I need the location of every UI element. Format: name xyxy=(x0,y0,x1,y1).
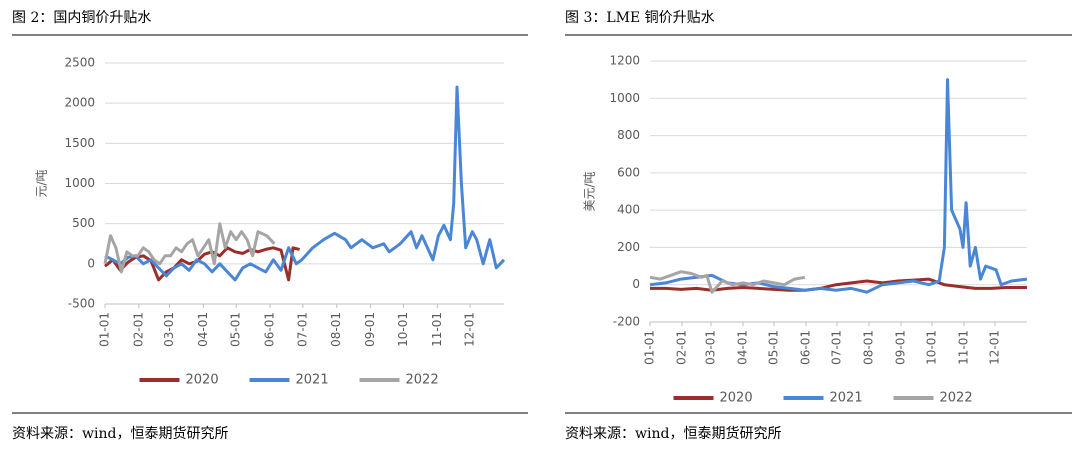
y-tick-label: 600 xyxy=(617,165,640,179)
legend-label: 2021 xyxy=(830,391,863,406)
y-axis-label: 元/吨 xyxy=(35,169,49,197)
x-tick-label: 08-01 xyxy=(329,312,343,347)
y-tick-label: 200 xyxy=(617,240,640,254)
legend-label: 2020 xyxy=(720,391,753,406)
legend-label: 2021 xyxy=(296,373,329,388)
x-tick-label: 04-01 xyxy=(735,330,749,365)
source: 资料来源：wind，恒泰期货研究所 xyxy=(565,425,781,442)
x-tick-label: 05-01 xyxy=(766,330,780,365)
y-tick-label: 2500 xyxy=(64,56,95,70)
x-tick-label: 03-01 xyxy=(162,312,176,347)
source: 资料来源：wind，恒泰期货研究所 xyxy=(12,425,228,442)
x-tick-label: 07-01 xyxy=(829,330,843,365)
x-tick-label: 06-01 xyxy=(263,312,277,347)
y-tick-label: 500 xyxy=(72,216,95,230)
series-line xyxy=(103,222,276,274)
y-tick-label: 1000 xyxy=(609,91,640,105)
x-tick-label: 12-01 xyxy=(463,312,477,347)
legend-label: 2022 xyxy=(940,391,973,406)
y-tick-label: 2000 xyxy=(64,96,95,110)
x-tick-label: 09-01 xyxy=(893,330,907,365)
x-tick-label: 09-01 xyxy=(363,312,377,347)
y-tick-label: -200 xyxy=(613,315,640,329)
x-tick-label: 11-01 xyxy=(430,312,444,347)
series-line xyxy=(649,78,1028,294)
legend-label: 2022 xyxy=(406,373,439,388)
x-tick-label: 01-01 xyxy=(98,312,112,347)
y-tick-label: -500 xyxy=(68,297,95,311)
x-tick-label: 04-01 xyxy=(196,312,210,347)
x-tick-label: 10-01 xyxy=(924,330,938,365)
x-tick-label: 11-01 xyxy=(956,330,970,365)
chart-title: 图 2：国内铜价升贴水 xyxy=(12,10,151,26)
x-tick-label: 06-01 xyxy=(798,330,812,365)
x-tick-label: 02-01 xyxy=(675,330,689,365)
y-tick-label: 0 xyxy=(632,277,640,291)
chart-title: 图 3：LME 铜价升贴水 xyxy=(565,10,715,26)
x-tick-label: 07-01 xyxy=(295,312,309,347)
x-tick-label: 12-01 xyxy=(987,330,1001,365)
y-tick-label: 1500 xyxy=(64,136,95,150)
y-tick-label: 1200 xyxy=(609,54,640,68)
series-line xyxy=(649,270,806,294)
series-line xyxy=(104,85,506,282)
y-tick-label: 400 xyxy=(617,203,640,217)
x-tick-label: 08-01 xyxy=(861,330,875,365)
x-tick-label: 10-01 xyxy=(396,312,410,347)
x-tick-label: 03-01 xyxy=(703,330,717,365)
y-tick-label: 800 xyxy=(617,128,640,142)
legend-label: 2020 xyxy=(186,373,219,388)
x-tick-label: 01-01 xyxy=(643,330,657,365)
y-tick-label: 0 xyxy=(87,256,95,270)
x-tick-label: 05-01 xyxy=(229,312,243,347)
y-axis-label: 美元/吨 xyxy=(583,171,597,211)
y-tick-label: 1000 xyxy=(64,176,95,190)
x-tick-label: 02-01 xyxy=(131,312,145,347)
